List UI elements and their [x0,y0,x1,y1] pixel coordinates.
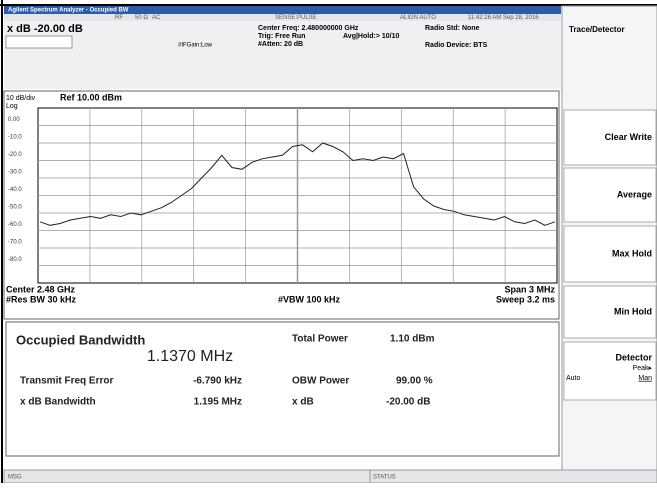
y-tick-label: -60.0 [8,222,22,228]
y-tick-label: -30.0 [8,170,22,176]
log-label: Log [6,103,18,110]
softkey-option[interactable]: Auto [566,375,581,382]
result-label: OBW Power [292,376,349,387]
softkey[interactable] [563,225,657,283]
result-title: Occupied Bandwidth [16,332,145,347]
res-bw: #Res BW 30 kHz [6,294,77,304]
message-label: MSG [8,475,22,481]
status-item: 50 Ω [135,15,148,21]
marker-readout: x dB -20.00 dB [7,23,83,35]
ref-level: Ref 10.00 dBm [60,92,122,102]
result-label: x dB Bandwidth [20,397,96,408]
softkey-label[interactable]: Detector [615,352,652,362]
softkey-label[interactable]: Average [617,189,652,199]
scale-label: 10 dB/div [6,95,36,102]
y-tick-label: -70.0 [8,240,22,246]
spectrum-trace [39,142,556,226]
status-item: 11:42:26 AM Sep 28, 2016 [468,15,539,21]
window-title: Agilent Spectrum Analyzer - Occupied BW [8,8,129,14]
y-tick-label: -50.0 [8,205,22,211]
vbw: #VBW 100 kHz [278,294,341,304]
softkey-option[interactable]: Man [638,375,652,382]
center-label: Center 2.48 GHz [6,284,76,294]
result-value: 1.195 MHz [194,397,242,408]
status-item: AC [152,15,161,21]
y-tick-label: 0.00 [8,117,20,123]
softkey[interactable] [563,341,657,401]
center-freq: Center Freq: 2.480000000 GHz [258,25,359,32]
attenuation: #Atten: 20 dB [258,41,303,48]
result-label: Transmit Freq Error [20,376,113,387]
result-label: x dB [292,397,314,408]
result-label: Total Power [292,334,348,345]
softkey-label[interactable]: Max Hold [612,248,652,258]
status-item: SENSE:PULSE [275,15,317,21]
result-value: -6.790 kHz [193,376,242,387]
softkey-value[interactable]: Peak▸ [633,365,653,372]
softkey-label[interactable]: Clear Write [605,132,652,142]
sweep-label: Sweep 3.2 ms [496,294,555,304]
softkey[interactable] [563,167,657,223]
obw-value: 1.1370 MHz [147,348,233,365]
softkey[interactable] [563,285,657,339]
trigger: Trig: Free Run [258,33,305,40]
result-value: 1.10 dBm [390,334,435,345]
menu-title: Trace/Detector [569,25,625,34]
result-value: 99.00 % [396,376,433,387]
radio-device: Radio Device: BTS [425,42,488,49]
y-tick-label: -40.0 [8,187,22,193]
status-label: STATUS [373,475,396,481]
radio-std: Radio Std: None [425,25,480,32]
softkey-label[interactable]: Min Hold [614,306,652,316]
avg-hold: Avg|Hold:> 10/10 [343,33,399,40]
y-tick-label: -80.0 [8,257,22,263]
status-item: ALIGN AUTO [400,15,436,21]
span-label: Span 3 MHz [504,284,555,294]
result-value: -20.00 dB [386,397,430,408]
status-item: RF [115,15,123,21]
y-tick-label: -10.0 [8,135,22,141]
if-gain: #IFGain:Low [178,43,213,49]
softkey[interactable] [563,109,657,166]
y-tick-label: -20.0 [8,152,22,158]
